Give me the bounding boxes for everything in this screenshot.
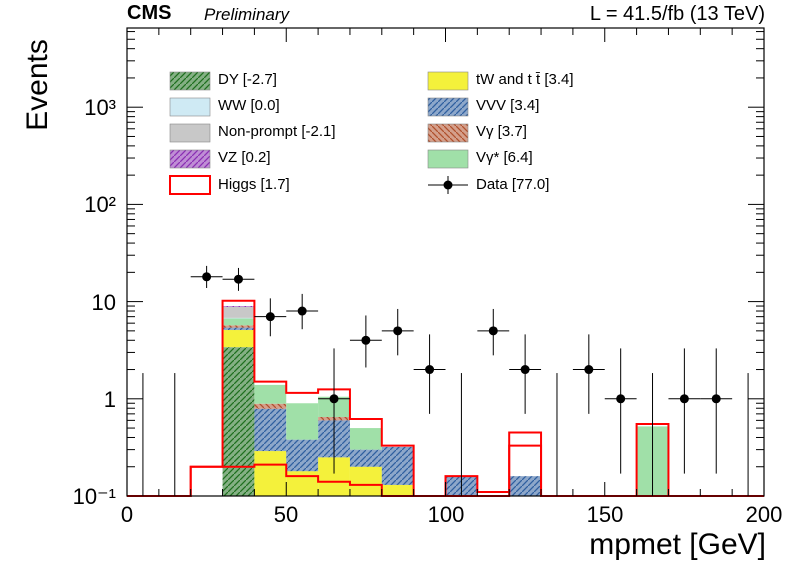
stack-bar — [286, 403, 319, 440]
data-point — [233, 274, 243, 284]
x-tick-label: 150 — [586, 502, 624, 527]
data-point — [202, 272, 212, 282]
y-axis-label: Events — [21, 39, 54, 131]
legend-swatch — [169, 149, 211, 169]
data-point — [520, 365, 530, 375]
legend-swatch — [169, 123, 211, 143]
stack-bar — [286, 439, 319, 472]
data-point — [584, 365, 594, 375]
stack-bar — [349, 449, 382, 467]
stack-bar — [222, 306, 255, 307]
data-point — [361, 335, 371, 345]
y-axis-label-wrap: Events — [2, 39, 62, 131]
stack-bar — [381, 446, 414, 485]
legend-label: Vγ* [6.4] — [476, 149, 533, 166]
data-point — [488, 326, 498, 336]
legend-label: Data [77.0] — [476, 176, 550, 193]
legend-swatch — [169, 71, 211, 91]
legend-swatch — [427, 149, 469, 169]
y-tick-label: 10⁻¹ — [72, 484, 116, 509]
stack-bar — [222, 325, 255, 328]
x-tick-label: 50 — [273, 502, 299, 527]
stack-bar — [254, 384, 287, 404]
x-axis-label: mpmet [GeV] — [589, 528, 766, 561]
legend-swatch — [427, 123, 469, 143]
stack-bar — [349, 466, 382, 496]
stack-bar — [349, 428, 382, 450]
legend-label: Non-prompt [-2.1] — [218, 123, 336, 140]
data-point — [679, 394, 689, 404]
data-point — [711, 394, 721, 404]
data-point — [616, 394, 626, 404]
stack-bar — [222, 327, 255, 331]
y-tick-label: 10 — [91, 290, 116, 315]
legend-label: DY [-2.7] — [218, 71, 277, 88]
legend-label: Higgs [1.7] — [218, 176, 290, 193]
legend-swatch — [427, 71, 469, 91]
experiment-label: CMS — [127, 2, 172, 24]
stack-bar — [222, 317, 255, 319]
stack-bar — [222, 306, 255, 318]
stack-bar — [222, 347, 255, 496]
status-label: Preliminary — [204, 5, 290, 24]
stack-bar — [254, 451, 287, 496]
legend-label: VZ [0.2] — [218, 149, 271, 166]
data-point — [265, 312, 275, 322]
x-tick-label: 100 — [427, 502, 465, 527]
data-point — [329, 394, 339, 404]
luminosity-label: L = 41.5/fb (13 TeV) — [589, 3, 765, 25]
data-point — [297, 306, 307, 316]
y-tick-label: 10³ — [84, 95, 116, 120]
stack-bar — [254, 408, 287, 452]
legend-label: Vγ [3.7] — [476, 123, 527, 140]
stack-bar — [222, 318, 255, 326]
legend-swatch — [427, 97, 469, 117]
legend-label: WW [0.0] — [218, 97, 280, 114]
stack-bar — [254, 403, 287, 409]
stack-bar — [509, 476, 542, 496]
data-point — [425, 365, 435, 375]
data-point — [393, 326, 403, 336]
legend-label: tW and t t̄ [3.4] — [476, 71, 574, 88]
stack-bar — [222, 330, 255, 348]
y-tick-label: 1 — [103, 387, 116, 412]
legend-swatch — [169, 175, 211, 195]
stack-bar — [286, 471, 319, 496]
y-tick-label: 10² — [84, 192, 116, 217]
stack-bar — [381, 484, 414, 496]
legend-marker — [443, 180, 453, 190]
x-tick-label: 0 — [120, 502, 134, 527]
legend-label: VVV [3.4] — [476, 97, 540, 114]
x-tick-label: 200 — [745, 502, 783, 527]
legend-swatch — [169, 97, 211, 117]
